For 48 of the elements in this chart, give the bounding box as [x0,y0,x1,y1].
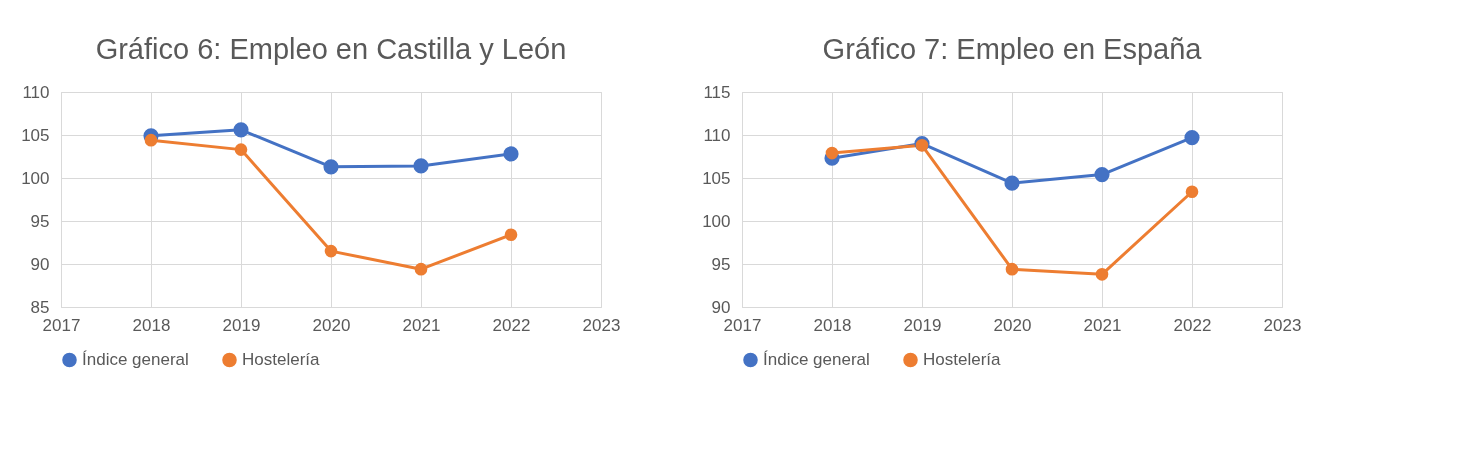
point [234,143,248,156]
x-tick-label: 2022 [1173,315,1212,335]
point [1004,175,1020,191]
x-tick-label: 2020 [312,315,351,335]
point [825,146,839,160]
x-tick-label: 2019 [903,315,942,335]
y-tick-label: 90 [30,254,50,274]
point [1095,268,1109,281]
y-tick-label: 100 [702,211,731,231]
point [323,159,339,175]
x-tick-label: 2021 [402,315,441,335]
x-tick-label: 2018 [132,315,171,335]
point [1185,185,1199,199]
y-tick-label: 115 [703,82,731,102]
point [413,158,429,174]
point [324,244,338,258]
x-tick-label: 2018 [813,315,852,335]
chart-title: Gráfico 6: Empleo en Castilla y León [95,33,567,65]
legend-label: Hostelería [242,349,321,369]
point [1094,166,1110,183]
y-tick-label: 105 [21,125,50,145]
x-tick-label: 2023 [1263,315,1302,335]
x-tick-label: 2017 [723,315,762,335]
y-tick-label: 95 [711,254,731,274]
y-tick-label: 95 [30,211,50,231]
point [503,146,519,162]
point [233,122,249,138]
y-tick-label: 100 [21,168,50,188]
y-tick-label: 110 [703,125,731,145]
point [504,228,518,242]
point [1184,130,1200,146]
chart-title: Gráfico 7: Empleo en España [822,33,1203,65]
y-tick-label: 85 [30,297,50,317]
legend-label: Índice general [763,349,870,369]
point [144,133,158,147]
y-tick-label: 105 [702,168,731,188]
x-tick-label: 2022 [492,315,531,335]
x-tick-label: 2023 [582,315,621,335]
y-tick-label: 110 [22,82,50,102]
x-tick-label: 2020 [993,315,1032,335]
y-tick-label: 90 [711,297,731,317]
point [1005,262,1019,276]
x-tick-label: 2019 [222,315,261,335]
x-tick-label: 2021 [1083,315,1122,335]
legend-label: Índice general [82,349,189,369]
legend-label: Hostelería [923,349,1002,369]
point [414,262,428,276]
x-tick-label: 2017 [42,315,81,335]
